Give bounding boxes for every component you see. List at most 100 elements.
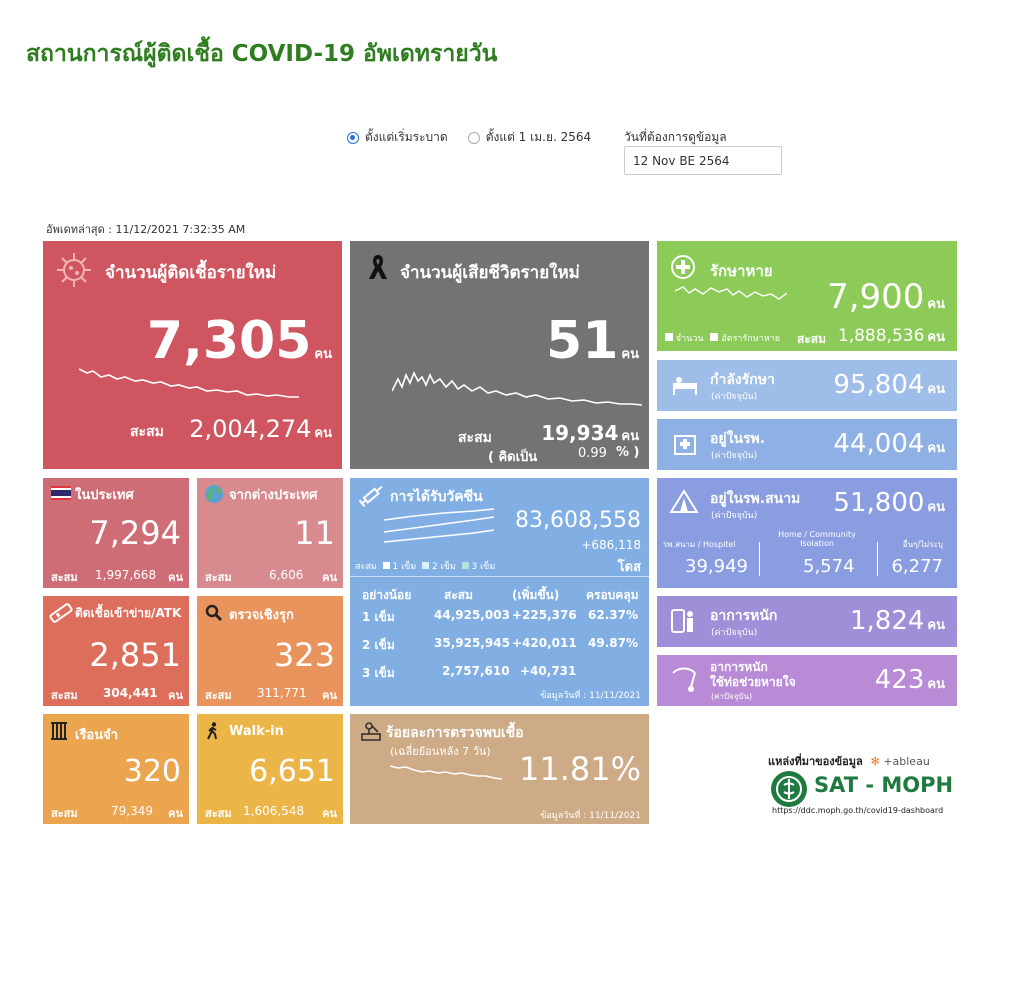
treating-title: กำลังรักษา <box>710 372 775 388</box>
field-col3-value: 6,277 <box>891 556 943 577</box>
field-col3-label: อื่นๆ/ไม่ระบุ <box>902 540 943 549</box>
proactive-title: ตรวจเชิงรุก <box>229 608 294 623</box>
atk-tile: ติดเชื้อเข้าข่าย/ATK 2,851 สะสม 304,441 … <box>43 596 189 706</box>
atk-cum-label: สะสม <box>51 689 78 702</box>
recovered-title: รักษาหาย <box>710 262 773 280</box>
prison-tile: เรือนจำ 320 สะสม 79,349 คน <box>43 714 189 824</box>
radio-since-outbreak-label[interactable]: ตั้งแต่เริ่มระบาด <box>365 130 448 144</box>
recovered-tile: รักษาหาย 7,900 คน จำนวน อัตรารักษาหาย สะส… <box>657 241 957 351</box>
prison-unit: คน <box>168 807 183 820</box>
recovered-cum-label: สะสม <box>797 332 827 346</box>
atk-unit: คน <box>168 689 183 702</box>
hospital-title: อยู่ในรพ. <box>710 431 766 447</box>
positivity-sub: (เฉลี่ยย้อนหลัง 7 วัน) <box>390 745 491 758</box>
imported-cum: 6,606 <box>269 568 304 582</box>
vaccine-legend: สะสม 1 เข็ม 2 เข็ม 3 เข็ม <box>355 562 496 572</box>
imported-title: จากต่างประเทศ <box>229 488 318 503</box>
domestic-tile: ในประเทศ 7,294 สะสม 1,997,668 คน <box>43 478 189 588</box>
vaccine-row-dose: 1 เข็ม <box>362 610 395 624</box>
severe-value: 1,824 คน <box>849 606 945 636</box>
prison-cum-label: สะสม <box>51 807 78 820</box>
positivity-asof: ข้อมูลวันที่ : 11/11/2021 <box>540 811 641 821</box>
recovered-cum: 1,888,536 คน <box>837 326 945 346</box>
severe-tile: อาการหนัก (ค่าปัจจุบัน) 1,824 คน <box>657 596 957 647</box>
imported-value: 11 <box>294 514 335 552</box>
field-col1-label: รพ.สนาม / Hospitel <box>663 540 736 549</box>
treating-sub: (ค่าปัจจุบัน) <box>711 392 758 402</box>
ventilator-icon <box>669 665 701 695</box>
new-cases-sparkline <box>79 368 299 398</box>
imported-tile: จากต่างประเทศ 11 สะสม 6,606 คน <box>197 478 343 588</box>
lab-test-icon <box>360 720 382 742</box>
source-url[interactable]: https://ddc.moph.go.th/covid19-dashboard <box>772 806 944 815</box>
proactive-cum: 311,771 <box>257 686 307 700</box>
vaccine-sparkline <box>384 508 494 543</box>
imported-unit: คน <box>322 571 337 584</box>
page-title: สถานการณ์ผู้ติดเชื้อ COVID-19 อัพเดทรายว… <box>26 41 498 67</box>
recovered-sparkline <box>675 286 787 300</box>
deaths-cum-label: สะสม <box>458 430 492 446</box>
bed-icon <box>671 373 699 397</box>
treating-value: 95,804 คน <box>833 370 945 400</box>
hospital-tile: อยู่ในรพ. (ค่าปัจจุบัน) 44,004 คน <box>657 419 957 470</box>
vaccine-row-cum: 2,757,610 <box>442 664 510 678</box>
vaccine-total: 83,608,558 <box>515 508 641 533</box>
vaccine-header-cum: สะสม <box>444 588 474 602</box>
new-cases-cum-label: สะสม <box>130 424 164 440</box>
new-cases-tile: จำนวนผู้ติดเชื้อรายใหม่ 7,305 คน สะสม 2,0… <box>43 241 342 469</box>
tableau-logo: ✻ +ableau <box>870 755 930 768</box>
test-kit-icon <box>49 602 73 624</box>
walkin-title: Walk-in <box>229 724 284 739</box>
ventilator-sub: (ค่าปัจจุบัน) <box>711 692 753 701</box>
source-label: แหล่งที่มาของข้อมูล ✻ +ableau <box>768 755 930 768</box>
atk-cum: 304,441 <box>103 686 158 700</box>
domestic-cum-label: สะสม <box>51 571 78 584</box>
hospital-sub: (ค่าปัจจุบัน) <box>711 451 758 461</box>
radio-since-outbreak[interactable] <box>347 131 359 144</box>
patient-icon <box>671 606 697 636</box>
new-cases-title: จำนวนผู้ติดเชื้อรายใหม่ <box>105 263 277 283</box>
domestic-cum: 1,997,668 <box>95 568 157 582</box>
field-hospital-tile: อยู่ในรพ.สนาม (ค่าปัจจุบัน) 51,800 คน รพ.… <box>657 478 957 588</box>
recovered-value: 7,900 คน <box>827 277 945 317</box>
atk-value: 2,851 <box>89 636 181 674</box>
vaccine-divider <box>350 576 649 577</box>
magnifier-icon <box>205 604 223 622</box>
deaths-cum: 19,934 คน <box>541 421 639 445</box>
tent-icon <box>669 488 699 514</box>
syringe-icon <box>358 482 386 508</box>
radio-since-april[interactable] <box>467 131 480 144</box>
vaccine-title: การได้รับวัคซีน <box>390 489 483 505</box>
vaccine-header-added: (เพิ่มขึ้น) <box>512 588 560 602</box>
radio-since-april-label[interactable]: ตั้งแต่ 1 เม.ย. 2564 <box>485 130 592 144</box>
walkin-value: 6,651 <box>249 754 335 789</box>
deaths-sparkline <box>392 371 642 406</box>
vaccine-row-added: +40,731 <box>520 664 577 678</box>
vaccine-row-cum: 35,925,945 <box>434 636 510 650</box>
last-updated: อัพเดทล่าสุด : 11/12/2021 7:32:35 AM <box>46 223 246 236</box>
vaccine-row-dose: 3 เข็ม <box>362 666 395 680</box>
vaccine-row-added: +420,011 <box>512 636 577 650</box>
date-input[interactable]: 12 Nov BE 2564 <box>624 146 782 175</box>
new-cases-value: 7,305 คน <box>146 311 332 371</box>
domestic-title: ในประเทศ <box>75 488 134 503</box>
prison-cum: 79,349 <box>111 804 153 818</box>
field-hospital-title: อยู่ในรพ.สนาม <box>710 491 801 507</box>
ventilator-tile: อาการหนัก ใช้ท่อช่วยหายใจ (ค่าปัจจุบัน) … <box>657 655 957 706</box>
domestic-value: 7,294 <box>89 514 181 552</box>
domestic-unit: คน <box>168 571 183 584</box>
walkin-unit: คน <box>322 807 337 820</box>
vaccine-row-coverage: 62.37% <box>588 608 638 622</box>
ribbon-icon <box>366 253 390 281</box>
field-col1-value: 39,949 <box>685 556 748 577</box>
recovered-legend: จำนวน อัตรารักษาหาย <box>665 331 780 345</box>
field-divider-1 <box>759 542 760 576</box>
vaccine-header-coverage: ครอบคลุม <box>586 588 639 602</box>
vaccine-row-dose: 2 เข็ม <box>362 638 395 652</box>
field-col2-value: 5,574 <box>803 556 855 577</box>
ventilator-value: 423 คน <box>874 665 945 695</box>
proactive-value: 323 <box>273 636 335 674</box>
proactive-unit: คน <box>322 689 337 702</box>
hospital-icon <box>673 432 697 456</box>
field-hospital-sub: (ค่าปัจจุบัน) <box>711 511 758 521</box>
